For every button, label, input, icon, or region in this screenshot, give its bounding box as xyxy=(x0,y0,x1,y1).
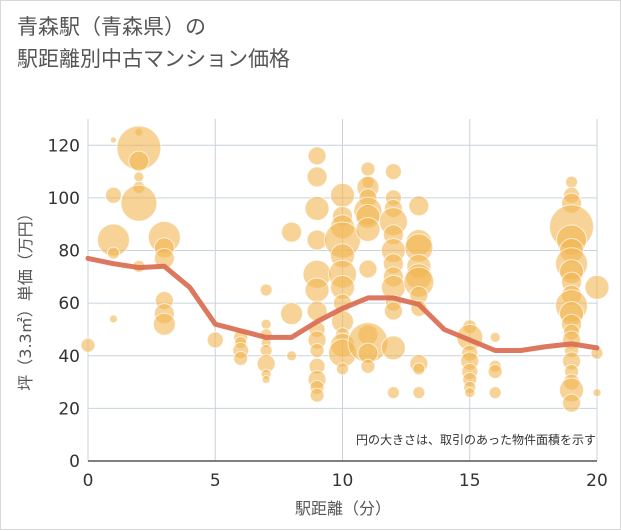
bubble-point xyxy=(261,374,271,384)
bubble-point xyxy=(464,387,476,399)
chart-title-line1: 青森駅（青森県）の xyxy=(17,15,206,39)
bubble-point xyxy=(383,301,403,321)
bubble-point xyxy=(80,337,96,353)
bubble-point xyxy=(360,161,376,177)
bubble-point xyxy=(562,393,582,413)
bubble-point xyxy=(280,302,304,326)
bubble-point xyxy=(412,386,426,400)
x-tick-label: 10 xyxy=(332,471,354,491)
size-note: 円の大きさは、取引のあった物件面積を示す xyxy=(356,432,596,447)
trend-line xyxy=(85,255,600,353)
y-tick-label: 60 xyxy=(58,294,80,314)
bubble-point xyxy=(309,387,325,403)
x-axis-ticks: 0 5 10 15 20 xyxy=(83,471,608,491)
bubble-point xyxy=(386,386,400,400)
y-tick-label: 40 xyxy=(58,347,80,367)
bubble-point xyxy=(360,358,376,374)
bubble-point xyxy=(106,246,120,260)
bubble-point xyxy=(592,388,602,398)
bubble-point xyxy=(408,195,430,217)
bubble-point xyxy=(358,259,378,279)
bubble-point xyxy=(281,221,303,243)
bubble-point xyxy=(109,136,117,144)
bubble-point xyxy=(489,331,501,343)
y-tick-label: 0 xyxy=(69,452,80,472)
bubble-point xyxy=(384,163,402,181)
bubble-point xyxy=(286,350,298,362)
bubble-point xyxy=(120,184,158,222)
bubble-point xyxy=(260,318,272,330)
chart-title: 青森駅（青森県）の 駅距離別中古マンション価格 xyxy=(17,11,290,75)
bubbles xyxy=(80,125,610,413)
bubble-point xyxy=(133,171,145,183)
bubble-point xyxy=(259,283,273,297)
chart-title-line2: 駅距離別中古マンション価格 xyxy=(17,47,290,71)
y-tick-label: 120 xyxy=(48,136,80,156)
y-axis-title: 坪（3.3㎡）単価（万円） xyxy=(16,205,35,390)
bubble-point xyxy=(304,277,330,303)
bubble-point xyxy=(488,386,502,400)
y-tick-label: 100 xyxy=(48,189,80,209)
x-tick-label: 15 xyxy=(459,471,481,491)
bubble-point xyxy=(307,146,327,166)
bubble-point xyxy=(152,312,176,336)
bubble-point xyxy=(355,216,381,242)
bubble-point xyxy=(206,331,224,349)
x-axis-title: 駅距離（分） xyxy=(295,499,391,518)
bubble-point xyxy=(304,195,330,221)
bubble-point xyxy=(306,166,328,188)
bubble-point xyxy=(233,350,249,366)
y-tick-label: 20 xyxy=(58,399,80,419)
bubble-point xyxy=(380,335,406,361)
bubble-point xyxy=(128,150,150,172)
bubble-point xyxy=(412,362,426,376)
x-tick-label: 0 xyxy=(83,471,94,491)
bubble-point xyxy=(336,362,349,376)
bubble-point xyxy=(330,182,355,208)
bubble-point xyxy=(104,186,122,204)
bubble-point xyxy=(584,274,610,300)
bubble-point xyxy=(108,314,118,324)
bubble-point xyxy=(487,364,503,380)
x-tick-label: 20 xyxy=(586,471,608,491)
bubble-point xyxy=(565,175,579,189)
y-tick-label: 80 xyxy=(58,242,80,262)
bubble-point xyxy=(309,343,325,359)
x-tick-label: 5 xyxy=(210,471,221,491)
y-axis-ticks: 0 20 40 60 80 100 120 xyxy=(48,136,80,472)
